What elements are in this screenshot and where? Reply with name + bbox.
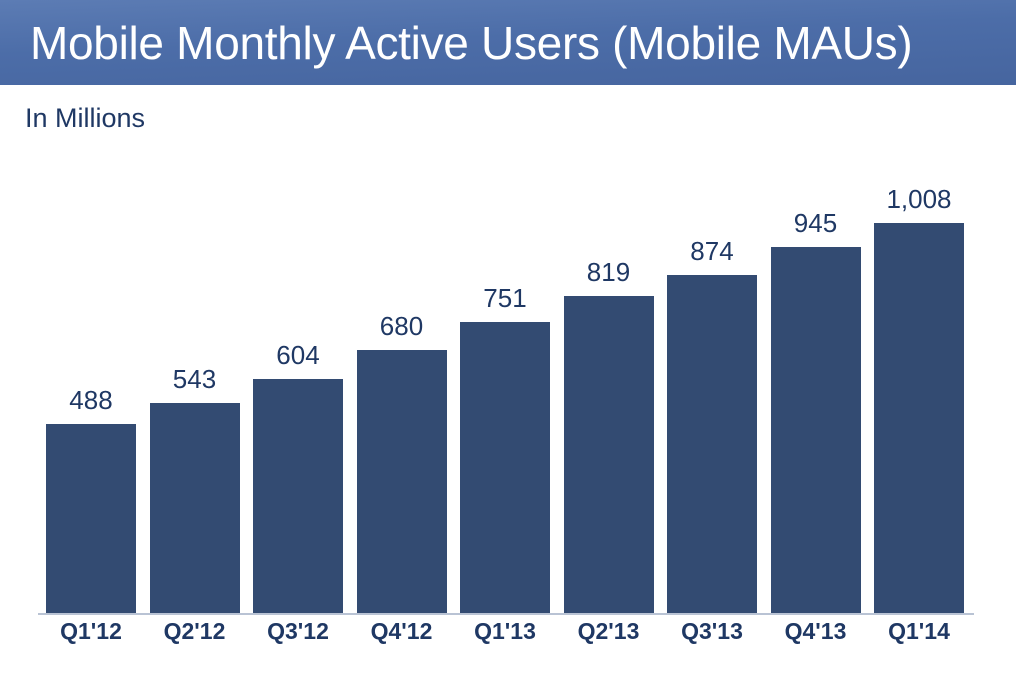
bar <box>460 322 550 613</box>
bar <box>563 296 654 613</box>
category-label: Q3'13 <box>681 618 743 644</box>
category-label: Q1'13 <box>474 618 536 644</box>
category-label: Q1'14 <box>888 618 950 644</box>
bar-value-label: 819 <box>586 257 631 288</box>
category-label: Q3'12 <box>267 618 329 644</box>
chart-subtitle: In Millions <box>25 103 146 133</box>
category-label: Q4'13 <box>784 618 847 644</box>
bar-value-label: 874 <box>690 235 734 266</box>
bar <box>356 349 447 613</box>
category-label: Q4'12 <box>370 618 433 644</box>
bar-value-label: 604 <box>276 340 320 371</box>
category-label: Q2'13 <box>577 618 640 644</box>
bar <box>874 223 964 613</box>
bar <box>46 424 136 613</box>
bar-value-label: 945 <box>793 208 838 239</box>
bar <box>149 402 240 613</box>
bar <box>667 274 757 613</box>
bar-value-label: 680 <box>379 310 424 341</box>
title-banner: Mobile Monthly Active Users (Mobile MAUs… <box>0 0 1016 85</box>
x-axis-line <box>38 613 974 615</box>
bar <box>253 379 343 613</box>
bar-value-label: 1,008 <box>886 184 952 214</box>
bar-value-label: 543 <box>172 363 217 394</box>
bar-value-label: 751 <box>483 283 527 314</box>
category-label: Q1'12 <box>60 618 122 644</box>
bar-value-label: 488 <box>69 385 113 416</box>
category-label: Q2'12 <box>163 618 226 644</box>
bar <box>770 247 861 613</box>
page-title: Mobile Monthly Active Users (Mobile MAUs… <box>30 16 913 69</box>
